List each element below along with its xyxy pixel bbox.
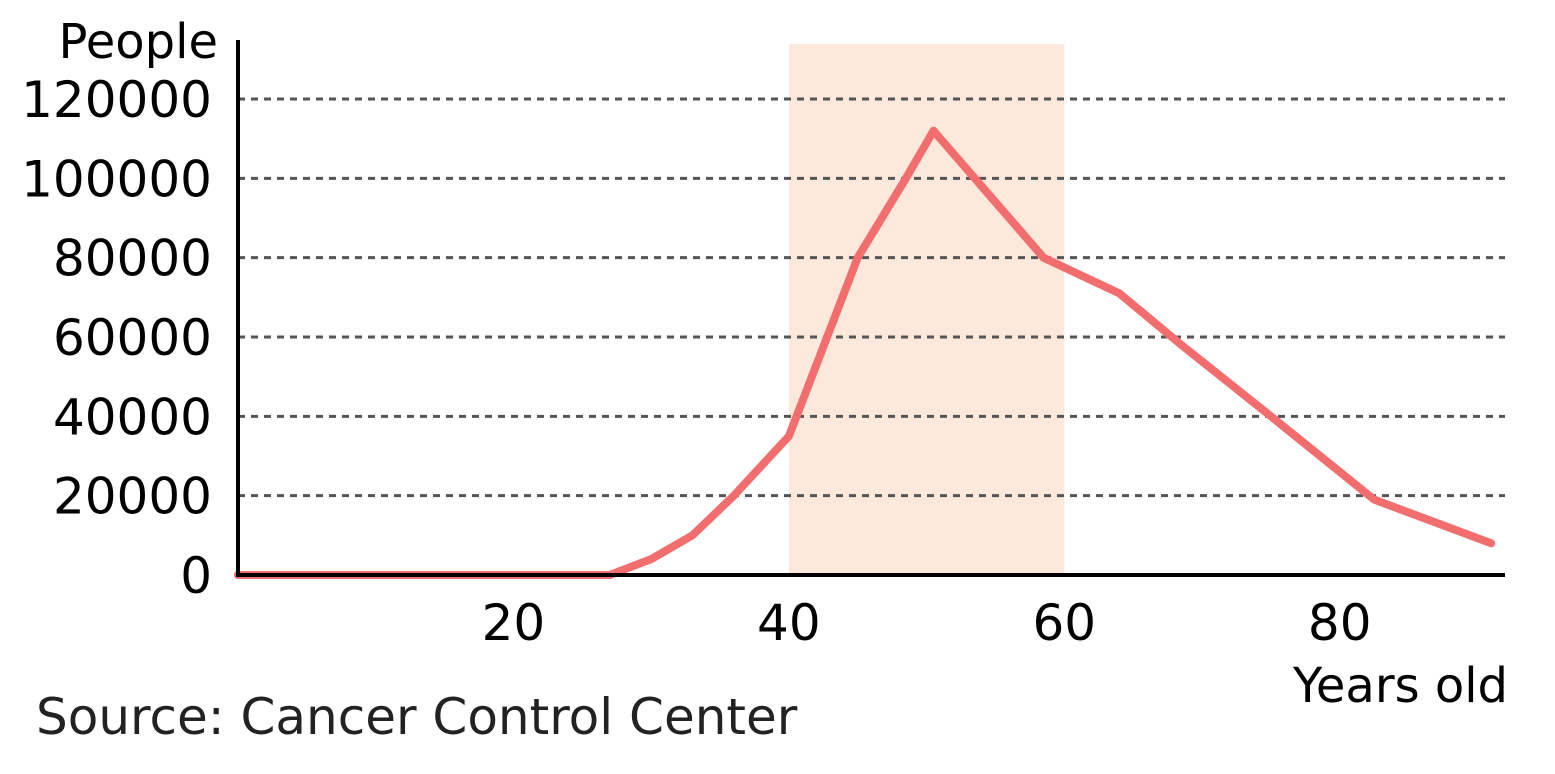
y-tick-label: 20000 (53, 468, 212, 526)
y-tick-label: 100000 (21, 150, 212, 208)
y-tick-label: 60000 (53, 309, 212, 367)
series-layer (234, 126, 1496, 579)
y-tick-label: 120000 (21, 71, 212, 129)
tick-labels: 0 20000 40000 60000 80000 100000 120000 20 40 60 8… (21, 71, 1371, 652)
x-tick-label: 20 (482, 594, 546, 652)
x-tick-label: 80 (1308, 594, 1372, 652)
y-axis-label: People (59, 14, 218, 70)
y-tick-label: 40000 (53, 388, 212, 446)
y-tick-label: 0 (180, 547, 212, 605)
x-axis-label: Years old (1292, 658, 1508, 714)
gridlines (238, 97, 1505, 498)
x-tick-label: 40 (757, 594, 821, 652)
axes (236, 40, 1505, 577)
y-tick-label: 80000 (53, 230, 212, 288)
source-note: Source: Cancer Control Center (36, 688, 798, 746)
series-line (234, 126, 1496, 579)
x-tick-label: 60 (1032, 594, 1096, 652)
